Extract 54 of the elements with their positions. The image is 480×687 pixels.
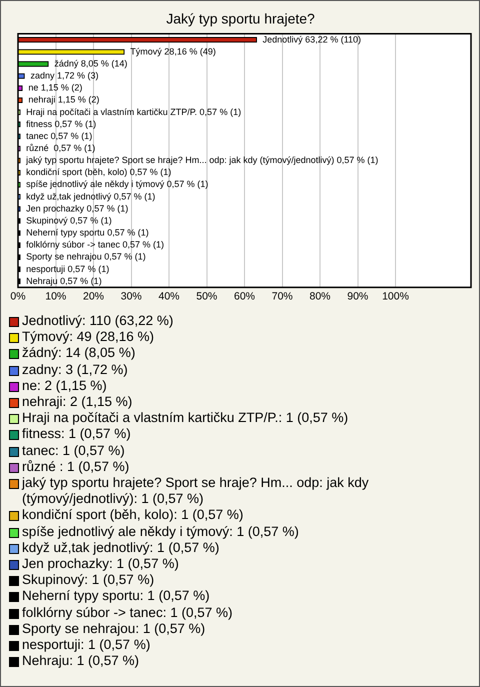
text: Neherní typy sportu: 1 (0,57 %) xyxy=(21,588,211,605)
text: zadny: 3 (1,72 %) xyxy=(21,362,129,378)
category-label: nehraji 1,15 % (2) xyxy=(28,94,100,105)
category-label: Sporty se nehrajou 0,57 % (1) xyxy=(26,252,146,262)
text: různé : 1 (0,57 %) xyxy=(21,458,130,476)
text: žádný: 14 (8,05 %) xyxy=(21,345,136,362)
text: fitness: 1 (0,57 %) xyxy=(21,426,132,443)
text: jaký typ sportu hrajete? Sport se hraje? Hm... odp: jak kdy (týmový/jednotlivý): 1 (0,57 %) xyxy=(20,475,370,508)
text: Nehraju: 1 (0,57 %) xyxy=(21,653,140,670)
text: Sporty se nehrajou: 1 (0,57 %) xyxy=(21,620,206,638)
x-tick-label: 50% xyxy=(196,290,218,303)
text: Jednotlivý: 110 (63,22 %) xyxy=(21,313,174,330)
x-tick-label: 100% xyxy=(382,290,409,303)
category-label: tanec 0,57 % (1) xyxy=(26,130,92,141)
text: ne: 2 (1,15 %) xyxy=(21,378,108,394)
category-label: Jen prochazky 0,57 % (1) xyxy=(26,203,128,214)
category-label: žádný 8,05 % (14) xyxy=(54,58,128,68)
category-label: Týmový 28,16 % (49) xyxy=(130,46,216,56)
text: nesportuji: 1 (0,57 %) xyxy=(21,637,152,654)
category-label: Nehraju 0,57 % (1) xyxy=(26,276,102,286)
text: Týmový: 49 (28,16 %) xyxy=(21,329,156,346)
category-label: fitness 0,57 % (1) xyxy=(26,118,96,129)
text: když už,tak jednotlivý: 1 (0,57 %) xyxy=(21,540,220,556)
category-label: spíše jednotlivý ale někdy i týmový 0,57 % (1) xyxy=(26,179,208,190)
category-label: folklórny súbor -> tanec 0,57 % (1) xyxy=(26,240,164,250)
category-label: jaký typ sportu hrajete? Sport se hraje? Hm... odp: jak kdy (týmový/jednotlivý) 0,57 % (1) xyxy=(26,155,378,166)
text: Jen prochazky: 1 (0,57 %) xyxy=(21,556,180,572)
chart-title: Jaký typ sportu hrajete? xyxy=(166,10,316,26)
x-tick-label: 40% xyxy=(158,290,180,303)
category-label: ne 1,15 % (2) xyxy=(28,82,82,93)
text: spíše jednotlivý ale někdy i týmový: 1 (0,57 %) xyxy=(21,524,300,540)
x-tick-label: 30% xyxy=(120,290,142,303)
x-tick-label: 90% xyxy=(347,290,368,303)
text: Hraji na počítači a vlastním kartičku ZTP/P.: 1 (0,57 %) xyxy=(21,410,350,426)
x-tick-label: 60% xyxy=(234,290,256,303)
category-label: různé 0,57 % (1) xyxy=(26,143,96,154)
text: nehraji: 2 (1,15 %) xyxy=(21,394,134,410)
text: folklórny súbor -> tanec: 1 (0,57 %) xyxy=(21,604,234,621)
text: tanec: 1 (0,57 %) xyxy=(21,442,126,459)
x-tick-label: 20% xyxy=(82,290,104,303)
x-tick-label: 10% xyxy=(45,290,66,303)
x-tick-label: 0% xyxy=(10,290,26,303)
category-label: zadny 1,72 % (3) xyxy=(30,70,99,81)
category-label: Hraji na počítači a vlastním kartičku ZTP/P. 0,57 % (1) xyxy=(26,106,242,117)
category-label: kondiční sport (běh, kolo) 0,57 % (1) xyxy=(26,167,172,178)
category-label: nesportuji 0,57 % (1) xyxy=(26,264,110,274)
category-label: Neherní typy sportu 0,57 % (1) xyxy=(26,228,149,238)
text: Skupinový: 1 (0,57 %) xyxy=(21,572,156,588)
text: kondiční sport (běh, kolo): 1 (0,57 %) xyxy=(21,507,244,524)
x-tick-label: 70% xyxy=(272,290,293,303)
category-label: Skupinový 0,57 % (1) xyxy=(26,215,112,226)
x-tick-label: 80% xyxy=(309,290,331,303)
category-label: Jednotlivý 63,22 % (110) xyxy=(262,34,362,44)
category-label: když už,tak jednotlivý 0,57 % (1) xyxy=(26,191,156,202)
